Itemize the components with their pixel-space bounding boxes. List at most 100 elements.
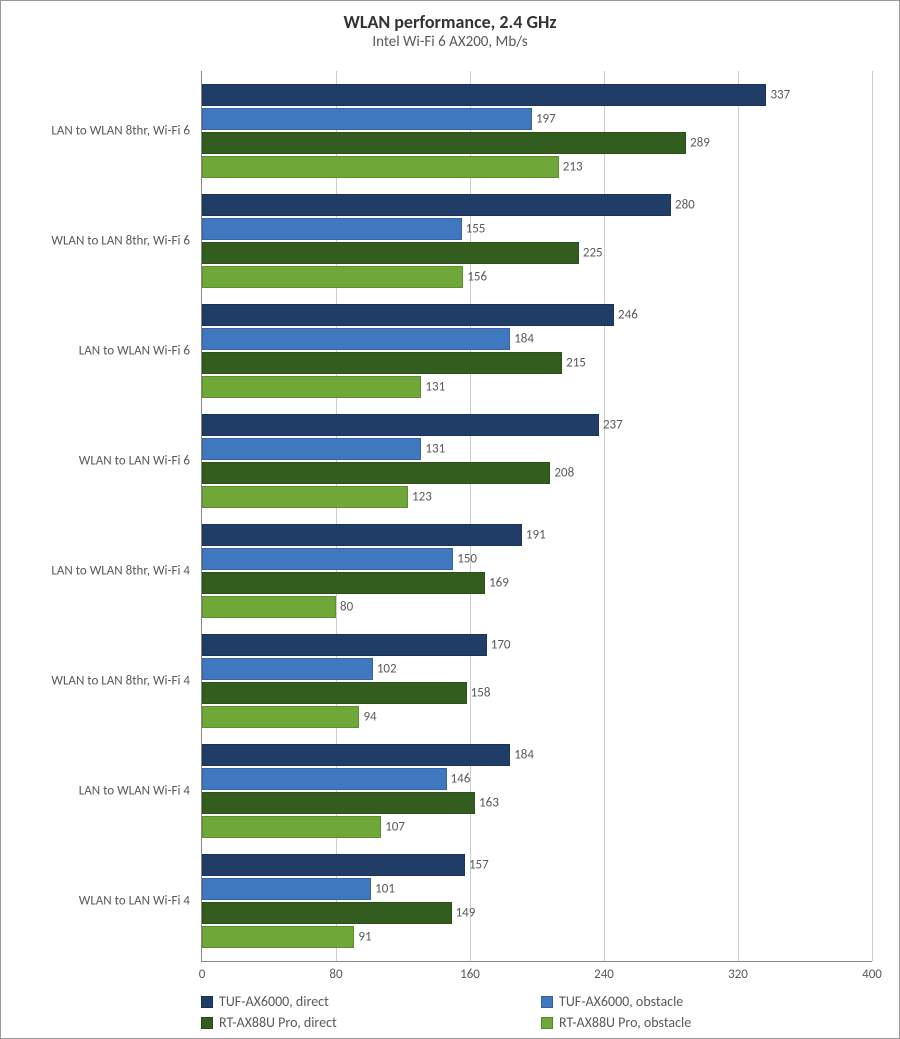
- category-label: LAN to WLAN Wi-Fi 4: [79, 784, 190, 799]
- category-label: WLAN to LAN Wi-Fi 4: [79, 894, 190, 909]
- bar-value-label: 191: [526, 528, 546, 543]
- x-tick-label: 160: [460, 967, 480, 982]
- bar: 107: [202, 816, 381, 838]
- bar-group: WLAN to LAN Wi-Fi 415710114991: [202, 854, 872, 948]
- bar: 197: [202, 108, 532, 130]
- legend: TUF-AX6000, direct TUF-AX6000, obstacle RT…: [201, 991, 871, 1033]
- bar-group: WLAN to LAN Wi-Fi 6237131208123: [202, 414, 872, 508]
- bar: 213: [202, 156, 559, 178]
- bar-value-label: 149: [456, 906, 476, 921]
- gridline: [872, 71, 873, 961]
- bar: 225: [202, 242, 579, 264]
- bar: 158: [202, 682, 467, 704]
- legend-label: RT-AX88U Pro, obstacle: [559, 1014, 691, 1031]
- bar-value-label: 107: [385, 820, 405, 835]
- bar: 131: [202, 438, 421, 460]
- bar-value-label: 155: [466, 222, 486, 237]
- x-tick-label: 400: [862, 967, 882, 982]
- bar-value-label: 163: [479, 796, 499, 811]
- plot-area: 080160240320400LAN to WLAN 8thr, Wi-Fi 6…: [201, 71, 872, 962]
- category-label: LAN to WLAN 8thr, Wi-Fi 4: [51, 564, 190, 579]
- bar-value-label: 280: [675, 198, 695, 213]
- category-label: LAN to WLAN Wi-Fi 6: [79, 344, 190, 359]
- legend-item: RT-AX88U Pro, direct: [201, 1012, 501, 1033]
- bar: 280: [202, 194, 671, 216]
- bar: 155: [202, 218, 462, 240]
- bar: 80: [202, 596, 336, 618]
- bar-group: LAN to WLAN Wi-Fi 6246184215131: [202, 304, 872, 398]
- bar: 237: [202, 414, 599, 436]
- bar: 123: [202, 486, 408, 508]
- bar-value-label: 337: [770, 88, 790, 103]
- bar-value-label: 213: [563, 160, 583, 175]
- chart-container: WLAN performance, 2.4 GHz Intel Wi-Fi 6 …: [0, 0, 900, 1039]
- legend-label: RT-AX88U Pro, direct: [219, 1014, 337, 1031]
- bar: 246: [202, 304, 614, 326]
- bar-value-label: 102: [377, 662, 397, 677]
- bar-group: LAN to WLAN 8thr, Wi-Fi 6337197289213: [202, 84, 872, 178]
- chart-title-block: WLAN performance, 2.4 GHz Intel Wi-Fi 6 …: [1, 1, 899, 51]
- bar: 163: [202, 792, 475, 814]
- legend-item: RT-AX88U Pro, obstacle: [541, 1012, 841, 1033]
- bar-value-label: 170: [491, 638, 511, 653]
- bar: 150: [202, 548, 453, 570]
- bar: 184: [202, 328, 510, 350]
- legend-swatch: [541, 996, 553, 1008]
- bar-value-label: 169: [489, 576, 509, 591]
- legend-item: TUF-AX6000, obstacle: [541, 991, 841, 1012]
- legend-label: TUF-AX6000, obstacle: [559, 993, 683, 1010]
- chart-subtitle: Intel Wi-Fi 6 AX200, Mb/s: [1, 33, 899, 51]
- bar-value-label: 157: [469, 858, 489, 873]
- bar: 337: [202, 84, 766, 106]
- x-tick-label: 240: [594, 967, 614, 982]
- bar: 215: [202, 352, 562, 374]
- category-label: WLAN to LAN 8thr, Wi-Fi 6: [51, 234, 190, 249]
- bar-group: WLAN to LAN 8thr, Wi-Fi 6280155225156: [202, 194, 872, 288]
- bar-group: WLAN to LAN 8thr, Wi-Fi 417010215894: [202, 634, 872, 728]
- legend-label: TUF-AX6000, direct: [219, 993, 329, 1010]
- bar-value-label: 215: [566, 356, 586, 371]
- category-label: WLAN to LAN 8thr, Wi-Fi 4: [51, 674, 190, 689]
- bar-value-label: 208: [554, 466, 574, 481]
- bar: 102: [202, 658, 373, 680]
- legend-swatch: [541, 1017, 553, 1029]
- bar: 169: [202, 572, 485, 594]
- x-tick-label: 0: [199, 967, 206, 982]
- bar-value-label: 146: [451, 772, 471, 787]
- bar: 184: [202, 744, 510, 766]
- category-label: WLAN to LAN Wi-Fi 6: [79, 454, 190, 469]
- bar: 149: [202, 902, 452, 924]
- bar-value-label: 150: [457, 552, 477, 567]
- bar-value-label: 80: [340, 600, 353, 615]
- bar-value-label: 184: [514, 332, 534, 347]
- bar-value-label: 156: [467, 270, 487, 285]
- legend-swatch: [201, 996, 213, 1008]
- bar: 170: [202, 634, 487, 656]
- bar: 156: [202, 266, 463, 288]
- bar-value-label: 123: [412, 490, 432, 505]
- category-label: LAN to WLAN 8thr, Wi-Fi 6: [51, 124, 190, 139]
- bar-value-label: 289: [690, 136, 710, 151]
- bar: 91: [202, 926, 354, 948]
- bar-value-label: 158: [471, 686, 491, 701]
- bar-value-label: 131: [425, 380, 445, 395]
- bar: 94: [202, 706, 359, 728]
- bar-value-label: 91: [358, 930, 371, 945]
- bar: 131: [202, 376, 421, 398]
- x-tick-label: 80: [329, 967, 342, 982]
- legend-item: TUF-AX6000, direct: [201, 991, 501, 1012]
- bar-value-label: 197: [536, 112, 556, 127]
- bar-value-label: 225: [583, 246, 603, 261]
- bar-value-label: 184: [514, 748, 534, 763]
- legend-swatch: [201, 1017, 213, 1029]
- x-tick-label: 320: [728, 967, 748, 982]
- bar-value-label: 237: [603, 418, 623, 433]
- bar-value-label: 94: [363, 710, 376, 725]
- bar-group: LAN to WLAN 8thr, Wi-Fi 419115016980: [202, 524, 872, 618]
- chart-title: WLAN performance, 2.4 GHz: [1, 11, 899, 33]
- bar-value-label: 101: [375, 882, 395, 897]
- bar-group: LAN to WLAN Wi-Fi 4184146163107: [202, 744, 872, 838]
- bar: 101: [202, 878, 371, 900]
- bar-value-label: 246: [618, 308, 638, 323]
- bar: 208: [202, 462, 550, 484]
